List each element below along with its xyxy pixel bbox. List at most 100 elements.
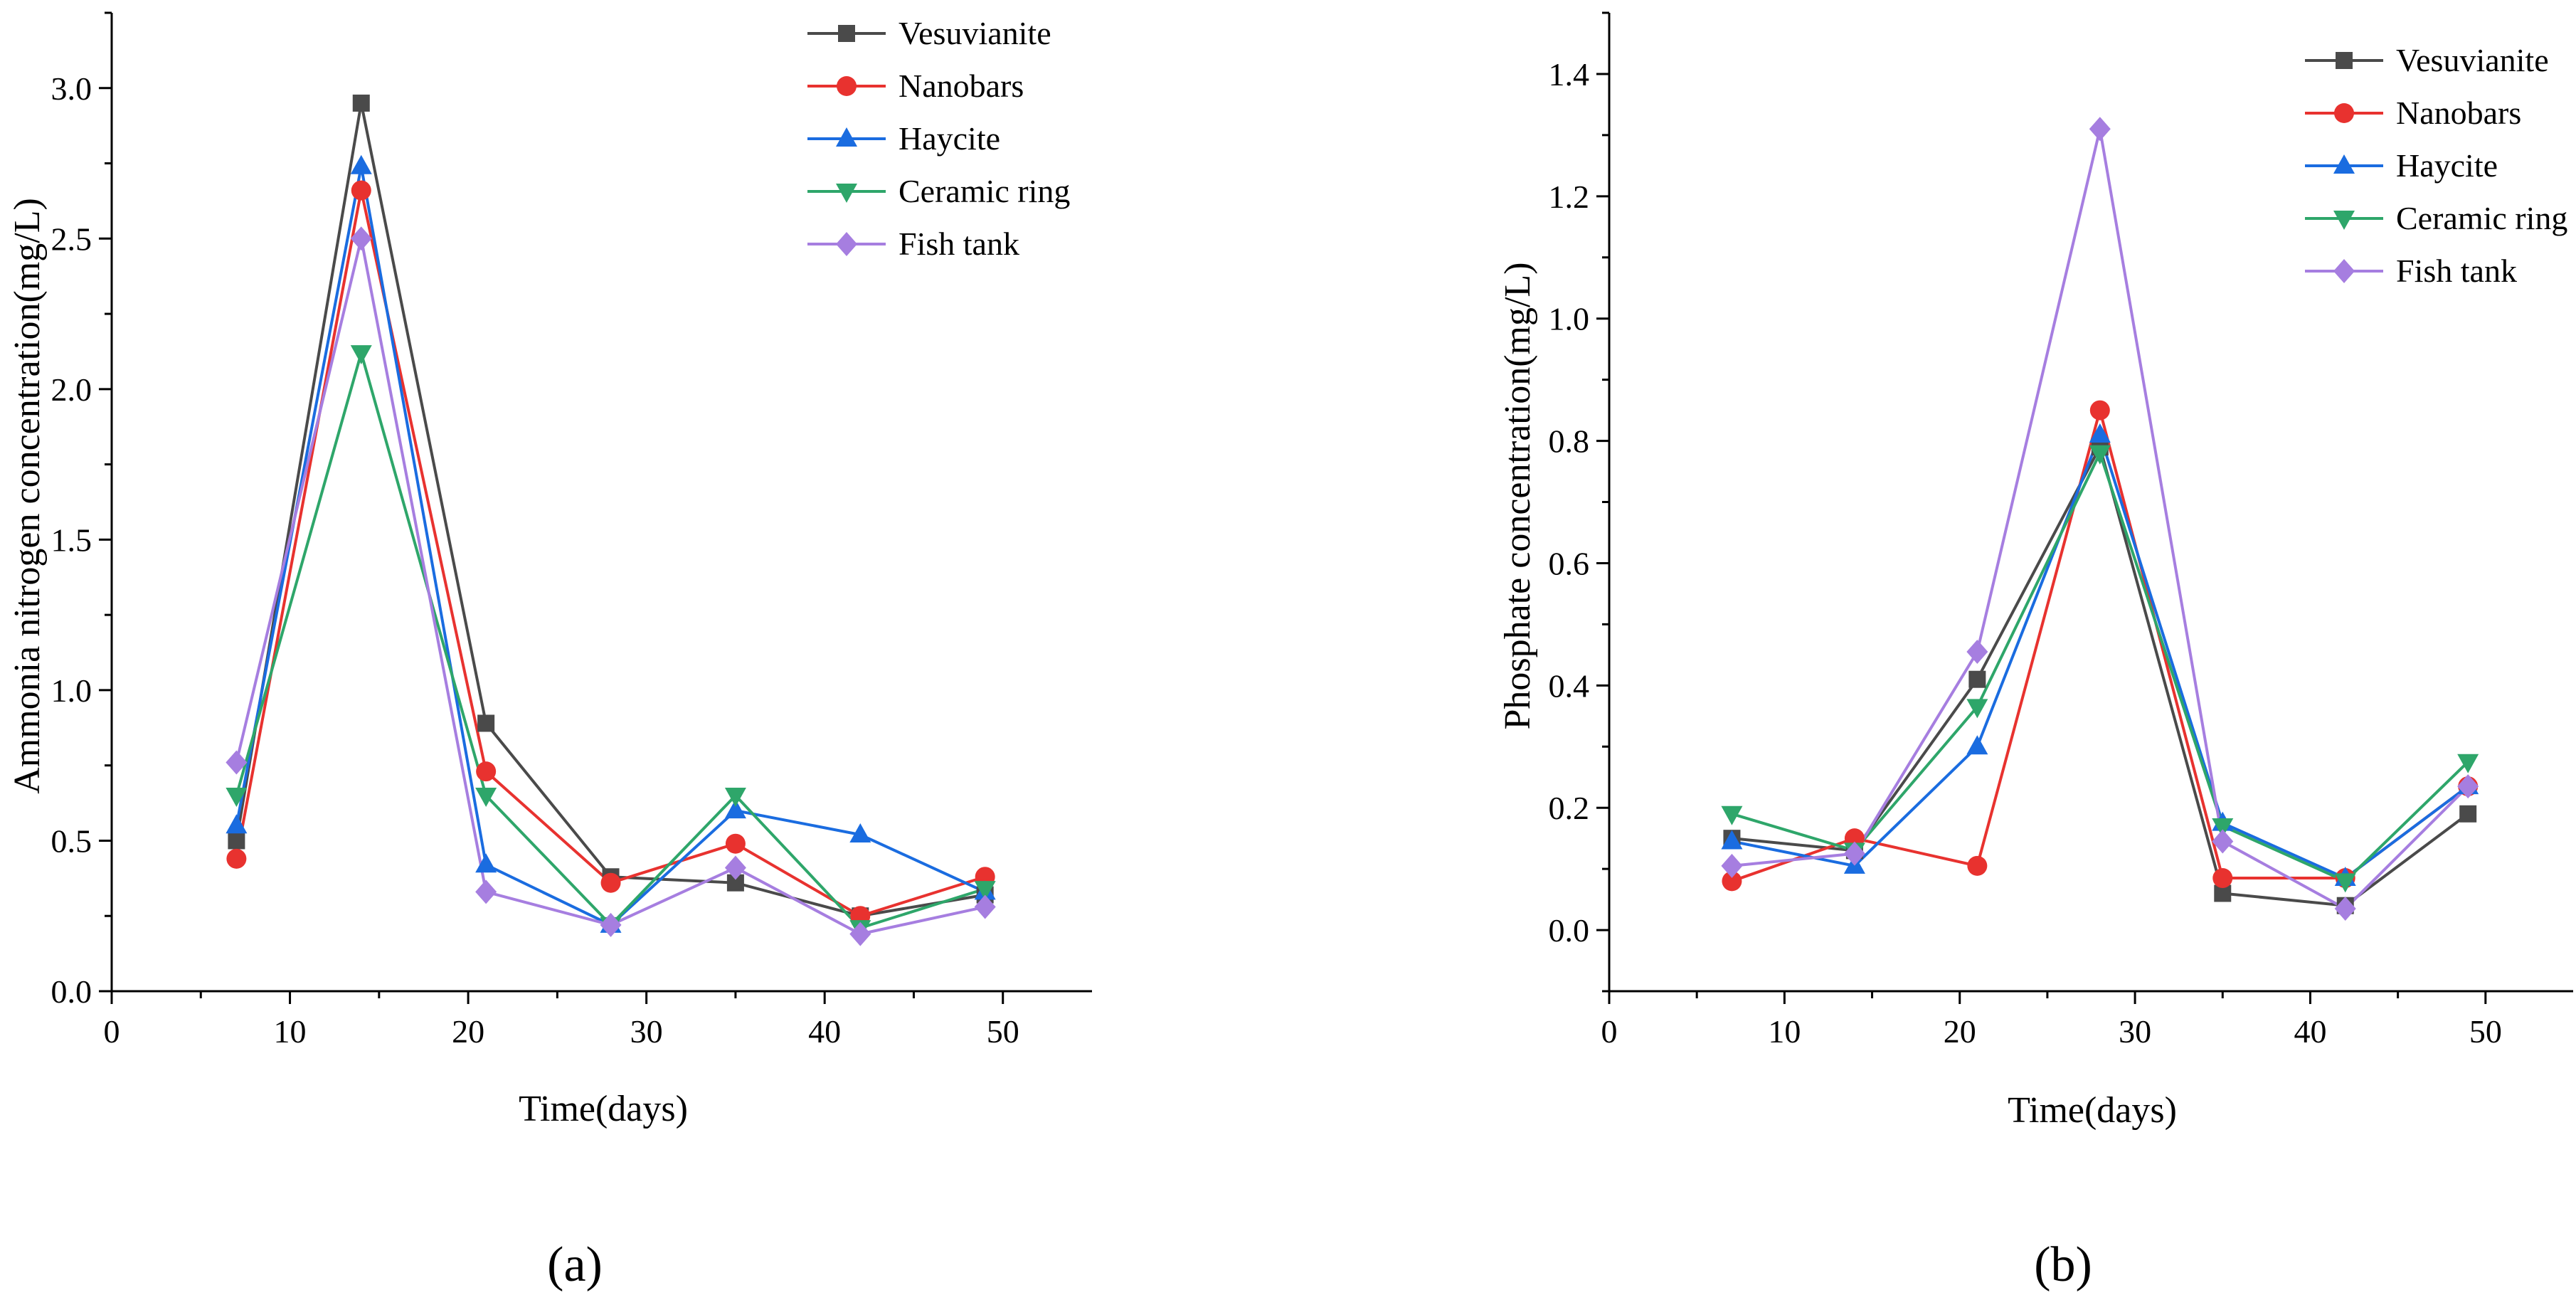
panel-a-point-nanobars: [351, 180, 371, 201]
panel-a-series-line-fish-tank: [235, 238, 986, 936]
panel-a-point-fish-tank: [226, 750, 248, 775]
panel-b-x-tick-label: 20: [1944, 1013, 1976, 1050]
panel-b-y-tick-label: 1.4: [1549, 56, 1590, 93]
panel-b-legend-label-vesuvianite: Vesuvianite: [2396, 42, 2549, 78]
panel-b-x-tick-label: 30: [2119, 1013, 2151, 1050]
panel-a-legend-marker-vesuvianite: [838, 25, 855, 42]
panel-a-legend-label-fish-tank: Fish tank: [899, 226, 1019, 262]
panel-b-ticks: 0 10 20 30 40 50 0.0 0.2 0.4 0.6 0.8 1.0 1.2 1.4: [1549, 11, 2502, 1050]
panel-b-point-vesuvianite: [1968, 670, 1986, 688]
panel-a-x-tick-label: 10: [274, 1013, 307, 1050]
panel-a-point-fish-tank: [350, 226, 372, 251]
panel-b-point-nanobars: [1722, 871, 1742, 892]
panel-a-legend-label-ceramic-ring: Ceramic ring: [899, 173, 1070, 209]
panel-a-y-tick-label: 0.5: [51, 823, 92, 859]
panel-b-point-fish-tank: [2457, 774, 2479, 799]
panel-a-point-fish-tank: [475, 879, 497, 904]
panel-a-point-vesuvianite: [228, 832, 245, 850]
panel-a-series-line-nanobars: [235, 190, 986, 918]
panel-a-point-haycite: [226, 814, 248, 834]
panel-b-y-tick-label: 1.2: [1549, 179, 1590, 215]
panel-a-point-fish-tank: [849, 921, 871, 946]
panel-b-point-haycite: [1721, 830, 1743, 850]
panel-a-x-tick-label: 20: [452, 1013, 484, 1050]
panel-b-y-tick-label: 0.2: [1549, 790, 1590, 826]
panel-a-x-tick-label: 40: [808, 1013, 841, 1050]
panel-b-point-nanobars: [2212, 868, 2233, 889]
panel-a-legend-marker-nanobars: [837, 76, 857, 96]
panel-a-point-haycite: [475, 853, 497, 873]
panel-a-legend-label-haycite: Haycite: [899, 120, 1000, 157]
panel-b-series-line-nanobars: [1731, 404, 2469, 883]
panel-a-x-axis-title: Time(days): [519, 1089, 688, 1129]
panel-a-ticks: 0 10 20 30 40 50 0.0 0.5 1.0 1.5 2.0 2.5 3.0: [51, 11, 1019, 1050]
panel-b-y-tick-label: 1.0: [1549, 301, 1590, 337]
panel-b-series-line-fish-tank: [1732, 128, 2469, 911]
panel-a-point-nanobars: [476, 761, 497, 782]
panel-a-legend-marker-haycite: [836, 127, 857, 147]
panel-b-point-fish-tank: [2212, 829, 2234, 854]
panel-a-point-ceramic-ring: [974, 881, 996, 901]
panel-a-y-tick-label: 1.5: [51, 522, 92, 558]
panel-a-point-haycite: [350, 154, 372, 174]
panel-b-x-tick-label: 40: [2294, 1013, 2326, 1050]
panel-a-point-haycite: [724, 799, 746, 819]
panel-b-point-fish-tank: [1721, 853, 1743, 878]
panel-a-label: (a): [547, 1237, 603, 1292]
panel-b-y-tick-label: 0.6: [1549, 545, 1590, 581]
panel-a-y-tick-label: 0.0: [51, 973, 92, 1010]
panel-a-y-axis-title: Ammonia nitrogen concentration(mg/L): [7, 198, 48, 794]
panel-b-legend: Vesuvianite Nanobars Haycite Ceramic ring Fi…: [2305, 42, 2567, 289]
panel-b-point-ceramic-ring: [2334, 873, 2356, 893]
panel-b-point-nanobars: [2089, 400, 2110, 421]
panel-b-series-line-vesuvianite: [1732, 443, 2469, 907]
panel-a: 0 10 20 30 40 50 0.0 0.5 1.0 1.5 2.0 2.5 3.0 Vesuvia…: [7, 11, 1092, 1292]
panel-a-x-tick-label: 0: [104, 1013, 120, 1050]
panel-b-legend-label-nanobars: Nanobars: [2396, 95, 2521, 131]
panel-b-point-ceramic-ring: [2457, 754, 2479, 773]
panel-a-point-ceramic-ring: [350, 345, 372, 365]
panel-b-legend-label-ceramic-ring: Ceramic ring: [2396, 200, 2567, 236]
panel-a-x-tick-label: 30: [630, 1013, 663, 1050]
panel-b-y-axis-title: Phosphate concentration(mg/L): [1498, 262, 1538, 729]
panel-b-point-fish-tank: [1843, 841, 1865, 866]
panel-b-x-axis-title: Time(days): [2008, 1090, 2177, 1131]
panel-a-point-fish-tank: [600, 912, 622, 937]
panel-b-y-tick-label: 0.4: [1549, 667, 1590, 704]
panel-b-legend-marker-ceramic-ring: [2333, 211, 2355, 230]
panel-b-legend-label-haycite: Haycite: [2396, 147, 2498, 184]
panel-a-legend: Vesuvianite Nanobars Haycite Ceramic ring Fi…: [807, 15, 1070, 262]
panel-a-point-fish-tank: [974, 894, 996, 919]
panel-a-series: [226, 94, 996, 946]
panel-a-legend-marker-fish-tank: [836, 232, 857, 256]
panel-b-series-line-haycite: [1732, 430, 2469, 880]
panel-b-legend-marker-nanobars: [2334, 103, 2354, 123]
panel-a-legend-marker-ceramic-ring: [836, 184, 857, 203]
panel-a-point-nanobars: [725, 833, 746, 854]
panel-b-point-ceramic-ring: [2089, 445, 2111, 465]
panel-a-series-line-haycite: [235, 166, 986, 927]
panel-b-point-ceramic-ring: [1721, 805, 1743, 825]
panel-b-legend-marker-fish-tank: [2333, 259, 2355, 283]
panel-b-x-tick-label: 0: [1601, 1013, 1618, 1050]
panel-b-point-ceramic-ring: [1966, 699, 1988, 719]
panel-a-axes: [110, 13, 1092, 993]
panel-b-x-tick-label: 10: [1768, 1013, 1801, 1050]
panel-a-y-tick-label: 2.0: [51, 371, 92, 408]
panel-a-point-vesuvianite: [352, 94, 370, 112]
panel-b-y-tick-label: 0.0: [1549, 912, 1590, 949]
panel-b-x-tick-label: 50: [2469, 1013, 2502, 1050]
panel-a-point-ceramic-ring: [724, 788, 746, 807]
panel-b: 0 10 20 30 40 50 0.0 0.2 0.4 0.6 0.8 1.0 1.2 1.4 Vesu…: [1498, 11, 2573, 1292]
panel-a-point-nanobars: [226, 848, 247, 869]
panel-b-label: (b): [2034, 1237, 2092, 1292]
panel-b-point-haycite: [2089, 423, 2111, 443]
panel-b-point-ceramic-ring: [2212, 818, 2234, 838]
panel-a-point-fish-tank: [724, 855, 746, 880]
panel-b-point-haycite: [1966, 735, 1988, 755]
panel-b-point-fish-tank: [1966, 640, 1988, 665]
panel-b-point-fish-tank: [2089, 117, 2111, 142]
panel-a-point-haycite: [849, 823, 871, 842]
panel-a-legend-label-vesuvianite: Vesuvianite: [899, 15, 1051, 51]
